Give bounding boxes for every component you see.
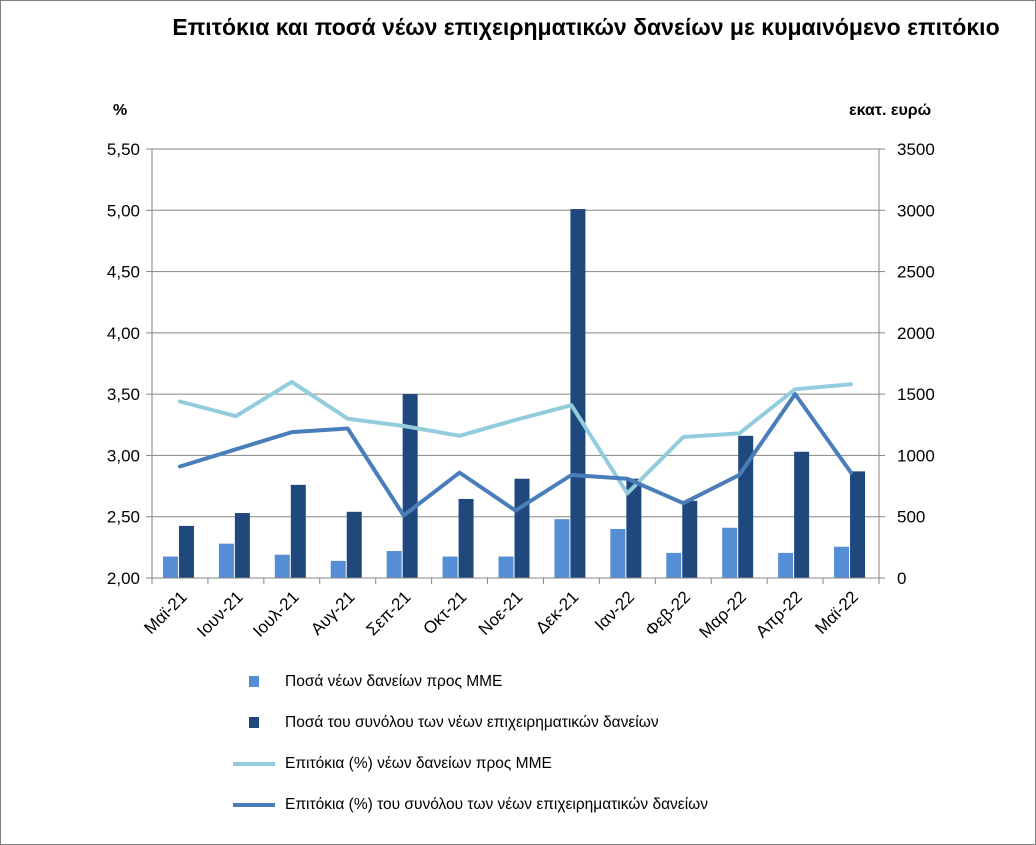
line-total-rate [178,392,853,518]
bar-total-amount [402,394,418,578]
bar-sme-amount [554,519,570,578]
left-tick-label: 2,00 [107,569,140,588]
right-tick-label: 2500 [897,263,935,282]
legend-item-sme-amount: Ποσά νέων δανείων προς ΜΜΕ [233,661,708,702]
bar-sme-amount [274,554,290,578]
legend: Ποσά νέων δανείων προς ΜΜΕ Ποσά του συνό… [233,661,708,825]
line-sme-rate [178,379,853,496]
bar-sme-amount [442,556,458,578]
left-tick-label: 4,00 [107,324,140,343]
right-tick-label: 0 [897,569,906,588]
bar-sme-amount [722,527,738,578]
x-tick-label: Φεβ-22 [641,587,694,640]
legend-label-sme-rate: Επιτόκια (%) νέων δανείων προς ΜΜΕ [285,754,552,772]
bar-sme-amount [498,556,514,578]
bar-sme-amount [218,543,234,578]
legend-label-sme-amount: Ποσά νέων δανείων προς ΜΜΕ [285,672,503,690]
x-tick-label: Μαϊ-21 [140,587,190,637]
bar-total-amount [570,209,586,578]
x-tick-label: Νοε-21 [475,587,527,639]
x-tick-label: Αυγ-21 [307,587,358,638]
legend-item-total-rate: Επιτόκια (%) του συνόλου των νέων επιχει… [233,784,708,825]
legend-swatch-total-rate [233,802,275,807]
right-axis-unit: εκατ. ευρώ [849,102,932,119]
bar-sme-amount [666,552,682,578]
right-tick-label: 3000 [897,201,935,220]
left-tick-label: 5,50 [107,140,140,159]
x-tick-label: Μαϊ-22 [811,587,861,637]
x-tick-label: Σεπ-21 [363,587,415,639]
left-tick-label: 4,50 [107,263,140,282]
legend-swatch-sme-amount [249,676,259,687]
right-tick-label: 1500 [897,385,935,404]
right-tick-label: 2000 [897,324,935,343]
legend-item-sme-rate: Επιτόκια (%) νέων δανείων προς ΜΜΕ [233,743,708,784]
bar-sme-amount [162,556,178,578]
bar-total-amount [178,525,194,578]
bar-total-amount [514,478,530,578]
bar-sme-amount [834,546,850,578]
x-tick-label: Ιαν-22 [591,587,638,634]
bar-total-amount [234,513,250,578]
legend-label-total-rate: Επιτόκια (%) του συνόλου των νέων επιχει… [285,795,709,813]
right-tick-label: 3500 [897,140,935,159]
left-tick-label: 3,50 [107,385,140,404]
x-tick-label: Ιουλ-21 [249,587,302,640]
left-tick-label: 3,00 [107,446,140,465]
x-tick-label: Μαρ-22 [695,587,750,642]
chart-title: Επιτόκια και ποσά νέων επιχειρηματικών δ… [172,14,1000,40]
x-tick-label: Οκτ-21 [419,587,470,638]
legend-swatch-total-amount [249,717,259,728]
bar-sme-amount [386,551,402,578]
bar-sme-amount [778,552,794,578]
x-tick-label: Απρ-22 [752,587,806,641]
bar-total-amount [346,511,362,578]
bar-total-amount [850,471,866,578]
bar-total-amount [290,484,306,578]
bar-total-amount [626,478,642,578]
x-tick-label: Ιουν-21 [193,587,246,640]
bar-sme-amount [330,560,346,578]
x-tick-label: Δεκ-21 [532,587,582,637]
legend-item-total-amount: Ποσά του συνόλου των νέων επιχειρηματικώ… [233,702,708,743]
left-axis-unit: % [113,102,128,119]
left-tick-label: 2,50 [107,508,140,527]
legend-swatch-sme-rate [233,761,275,766]
bar-total-amount [458,498,474,578]
bar-sme-amount [610,528,626,578]
right-tick-label: 500 [897,508,925,527]
bar-total-amount [682,500,698,578]
bar-total-amount [794,451,810,578]
legend-label-total-amount: Ποσά του συνόλου των νέων επιχειρηματικώ… [285,713,659,731]
left-tick-label: 5,00 [107,201,140,220]
right-tick-label: 1000 [897,446,935,465]
